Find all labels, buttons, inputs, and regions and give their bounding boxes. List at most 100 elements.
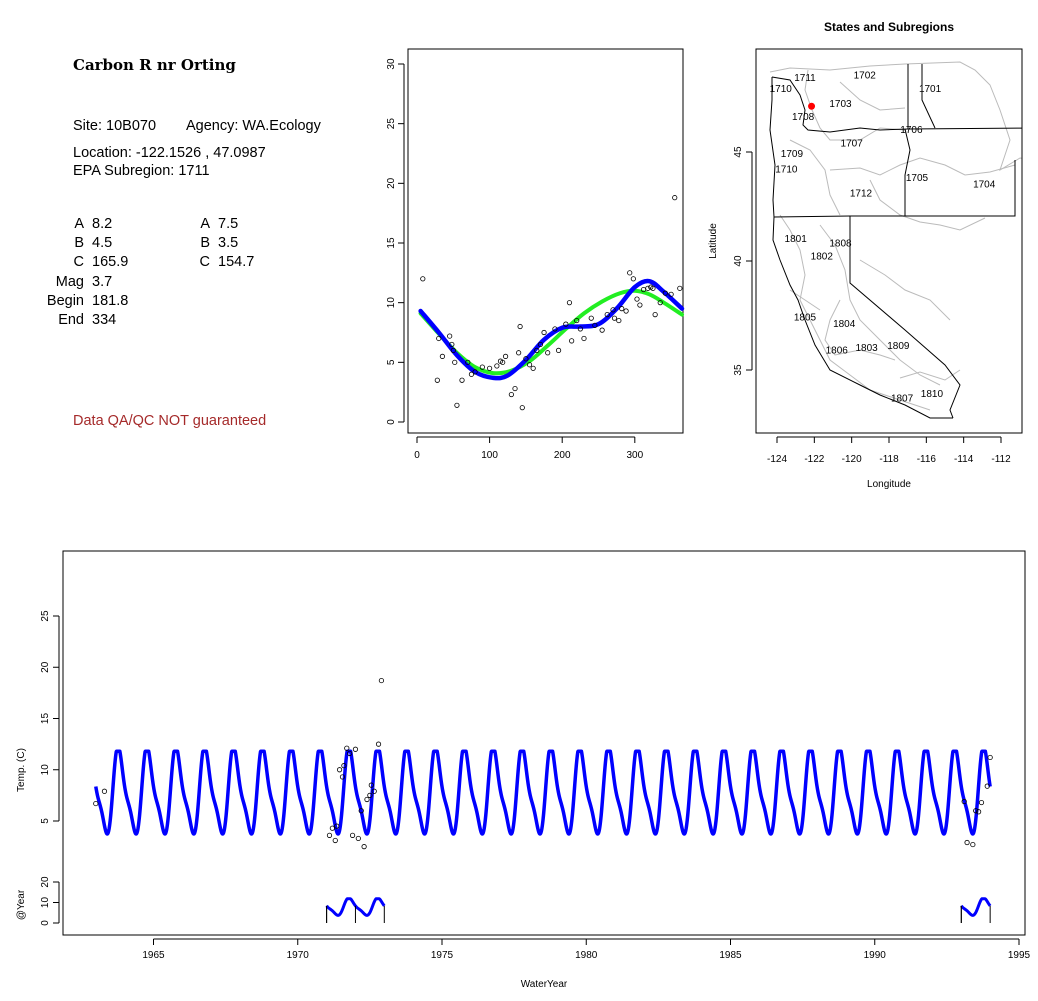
scatter-point bbox=[563, 321, 569, 327]
year-sub-panel: 0 10 20 bbox=[40, 876, 992, 926]
scatter-point bbox=[472, 369, 478, 375]
boundary-line bbox=[769, 61, 1022, 172]
param-row: A 8.2 bbox=[42, 215, 128, 234]
timeseries-x-tick-label: 1965 bbox=[142, 950, 165, 961]
state-boundary bbox=[769, 77, 776, 218]
scatter-point bbox=[672, 195, 678, 201]
scatter-point bbox=[541, 329, 547, 336]
boundary-line bbox=[839, 81, 906, 111]
subregion-label: 1807 bbox=[891, 393, 914, 404]
param-name: B bbox=[74, 235, 84, 252]
scatter-point bbox=[577, 326, 583, 332]
param-name: B bbox=[200, 235, 210, 252]
map-x-axis-label: Longitude bbox=[867, 479, 911, 490]
subregion-label: 1711 bbox=[794, 73, 816, 84]
observation-point bbox=[355, 835, 361, 842]
location-label: Location: -122.1526 , 47.0987 bbox=[73, 145, 266, 161]
subregion-label: 1708 bbox=[792, 112, 815, 123]
timeseries-y-tick-label: 15 bbox=[40, 713, 51, 725]
subregion-label: 1709 bbox=[781, 149, 804, 160]
param-value: 4.5 bbox=[92, 235, 113, 252]
site-title: Carbon R nr Orting bbox=[73, 56, 236, 74]
observation-point bbox=[367, 792, 373, 798]
param-name: Mag bbox=[55, 273, 84, 290]
map-y-tick-label: 45 bbox=[733, 146, 744, 158]
param-value: 165.9 bbox=[92, 254, 129, 271]
sub-panel-fit-curve bbox=[325, 897, 386, 917]
seasonal-fit-path bbox=[94, 749, 992, 836]
subregion-label: 1810 bbox=[921, 389, 944, 400]
observation-point bbox=[336, 767, 343, 773]
scatter-point bbox=[634, 296, 640, 302]
scatter-point bbox=[447, 333, 453, 339]
scatter-axes: 0 100 200 300 0 5 10 15 20 25 30 bbox=[386, 58, 644, 461]
state-boundary bbox=[921, 64, 936, 129]
timeseries-x-tick-label: 1980 bbox=[575, 950, 598, 961]
subregion-label: 1702 bbox=[854, 71, 877, 82]
param-row: Mag 3.7 bbox=[42, 273, 128, 292]
param-table-right: A 7.5 B 3.5 C 154.7 bbox=[168, 215, 255, 273]
observation-point bbox=[964, 839, 970, 846]
param-name: End bbox=[58, 312, 84, 329]
sub-panel-y-tick-label: 0 bbox=[40, 920, 51, 926]
sub-panel-y-axis-label: @Year bbox=[16, 889, 27, 920]
map-y-axis-label: Latitude bbox=[708, 223, 719, 259]
observation-point bbox=[326, 832, 333, 838]
scatter-y-tick-label: 5 bbox=[386, 359, 397, 365]
scatter-point bbox=[517, 323, 523, 330]
map-x-tick-label: -116 bbox=[917, 454, 937, 465]
scatter-point bbox=[523, 356, 529, 362]
scatter-point bbox=[662, 290, 668, 296]
scatter-point bbox=[545, 350, 551, 356]
subregion-label: 1712 bbox=[850, 188, 873, 199]
scatter-point bbox=[452, 359, 458, 365]
scatter-point bbox=[588, 315, 594, 321]
scatter-point bbox=[668, 291, 674, 297]
scatter-point bbox=[592, 322, 598, 328]
scatter-point bbox=[610, 307, 616, 313]
subregion-label: 1809 bbox=[887, 341, 910, 352]
scatter-point bbox=[479, 364, 485, 370]
observation-point bbox=[352, 746, 359, 752]
param-row: B 3.5 bbox=[168, 234, 254, 253]
subregion-label: 1808 bbox=[829, 239, 852, 250]
param-row: End 334 bbox=[42, 311, 128, 330]
scatter-y-tick-label: 30 bbox=[386, 58, 397, 70]
observation-point bbox=[378, 677, 385, 684]
map-x-tick-label: -122 bbox=[804, 454, 824, 465]
scatter-x-tick-label: 200 bbox=[554, 450, 571, 461]
map-x-tick-label: -120 bbox=[842, 454, 862, 465]
scatter-point bbox=[500, 359, 506, 365]
scatter-point bbox=[434, 377, 440, 383]
observation-point bbox=[364, 796, 370, 803]
subregion-label: 1805 bbox=[794, 313, 817, 324]
scatter-point bbox=[619, 306, 625, 312]
scatter-point bbox=[449, 341, 455, 348]
observation-point bbox=[93, 800, 99, 807]
timeseries-axes: 1965 1970 1975 1980 1985 1990 1995 5 10 15 20 25 bbox=[40, 610, 1031, 961]
observation-point bbox=[371, 788, 377, 794]
map-y-tick-label: 40 bbox=[733, 255, 744, 267]
param-value: 181.8 bbox=[92, 292, 129, 309]
param-name: C bbox=[199, 254, 210, 271]
scatter-point bbox=[450, 347, 456, 353]
site-location-marker bbox=[808, 102, 816, 110]
state-boundary bbox=[772, 216, 953, 419]
subregion-label: 1705 bbox=[906, 173, 929, 184]
site-id-label: Site: 10B070 bbox=[73, 118, 157, 134]
scatter-y-tick-label: 0 bbox=[386, 419, 397, 425]
scatter-point bbox=[616, 317, 622, 324]
scatter-point bbox=[502, 353, 509, 359]
observation-point bbox=[976, 809, 982, 815]
boundary-line bbox=[829, 157, 1016, 176]
sub-panel-fit-curve bbox=[960, 897, 992, 917]
observation-point bbox=[961, 798, 967, 805]
observation-point bbox=[101, 788, 108, 794]
scatter-point bbox=[552, 326, 558, 332]
subregion-label: 1701 bbox=[919, 84, 942, 95]
subregion-label: EPA Subregion: 1711 bbox=[73, 163, 210, 179]
scatter-point bbox=[599, 327, 605, 333]
observation-point bbox=[341, 763, 347, 769]
